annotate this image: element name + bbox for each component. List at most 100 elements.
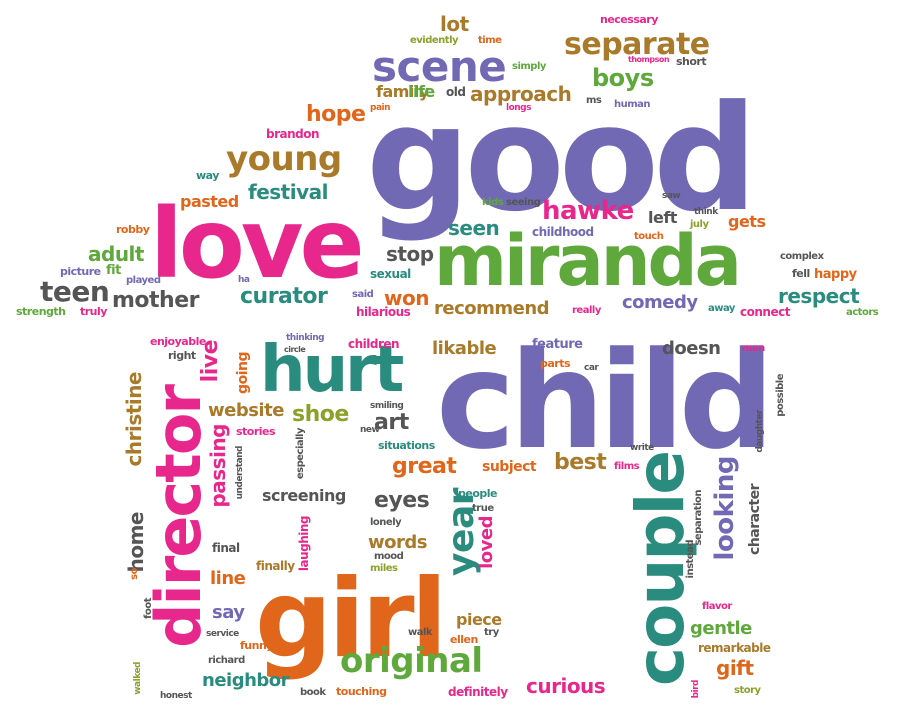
word-feature: feature (532, 337, 583, 352)
word-great: great (392, 454, 457, 479)
word-young: young (226, 139, 342, 179)
word-neighbor: neighbor (202, 670, 290, 691)
word-live: live (198, 340, 223, 383)
word-walked: walked (133, 662, 143, 695)
word-smiling: smiling (370, 401, 404, 411)
word-foot: foot (143, 598, 154, 619)
word-gentle: gentle (690, 618, 752, 639)
word-thompson: thompson (628, 55, 670, 64)
word-separate: separate (564, 27, 710, 62)
word-adult: adult (88, 242, 144, 266)
word-human: human (614, 99, 651, 110)
word-girl: girl (255, 557, 448, 682)
word-new: new (360, 425, 380, 435)
word-loved: loved (476, 516, 497, 569)
word-teen: teen (40, 275, 110, 308)
word-hope: hope (306, 102, 366, 127)
word-website: website (208, 400, 284, 421)
word-flavor: flavor (702, 601, 732, 612)
word-looking: looking (710, 456, 740, 561)
word-separation: separation (693, 490, 704, 546)
word-ms: ms (586, 95, 602, 106)
word-necessary: necessary (600, 13, 658, 26)
word-final: final (212, 541, 240, 555)
word-situations: situations (378, 439, 435, 452)
word-mother: mother (112, 288, 200, 313)
word-brandon: brandon (266, 127, 320, 141)
word-art: art (374, 410, 409, 435)
word-story: story (734, 685, 761, 696)
word-time: time (478, 35, 502, 46)
word-strength: strength (16, 305, 66, 318)
word-hawke: hawke (542, 196, 634, 226)
word-longs: longs (506, 103, 531, 113)
word-book: book (300, 687, 326, 698)
word-kids: kids (482, 197, 504, 208)
word-evidently: evidently (410, 35, 459, 46)
word-shoe: shoe (292, 402, 349, 427)
word-saw: saw (662, 191, 681, 201)
word-try: try (484, 627, 499, 638)
word-original: original (340, 641, 483, 681)
word-won: won (384, 286, 429, 310)
word-finally: finally (256, 559, 295, 573)
word-words: words (368, 532, 427, 553)
word-love: love (150, 188, 365, 300)
word-actors: actors (846, 307, 879, 318)
word-connect: connect (740, 305, 790, 319)
word-people: people (458, 487, 498, 500)
word-write: write (630, 443, 654, 453)
word-july: july (690, 219, 709, 230)
word-boys: boys (592, 64, 654, 92)
word-walk: walk (408, 627, 433, 638)
word-touching: touching (336, 685, 387, 698)
word-doesn: doesn (662, 338, 721, 359)
word-seen: seen (448, 216, 500, 240)
word-funny: funny (240, 639, 273, 652)
word-fell: fell (792, 267, 810, 280)
word-sexual: sexual (370, 267, 411, 281)
word-lonely: lonely (370, 517, 402, 528)
word-line: line (210, 568, 246, 589)
word-curious: curious (526, 674, 606, 698)
word-home: home (124, 512, 148, 573)
word-stories: stories (236, 425, 276, 438)
word-complex: complex (780, 251, 824, 262)
word-laughing: laughing (297, 516, 311, 572)
word-curator: curator (240, 284, 328, 309)
word-played: played (126, 275, 161, 286)
word-bird: bird (691, 680, 701, 699)
word-really: really (572, 305, 601, 316)
word-childhood: childhood (532, 225, 594, 239)
word-mood: mood (374, 551, 404, 562)
word-simply: simply (512, 61, 546, 72)
word-life: life (408, 82, 435, 101)
word-gift: gift (716, 656, 754, 680)
word-eyes: eyes (374, 488, 430, 513)
word-subject: subject (482, 459, 537, 475)
word-hurt: hurt (260, 333, 404, 407)
word-year: year (441, 488, 482, 576)
word-lot: lot (440, 12, 469, 36)
word-piece: piece (456, 610, 502, 629)
word-daughter: daughter (755, 410, 765, 453)
word-pain: pain (370, 103, 391, 113)
word-screening: screening (262, 486, 346, 505)
word-away: away (708, 303, 735, 314)
word-truly: truly (80, 305, 107, 318)
word-car: car (584, 363, 599, 373)
word-director: director (142, 386, 215, 648)
word-fit: fit (106, 263, 121, 278)
word-ha: ha (238, 275, 250, 285)
word-possible: possible (775, 374, 786, 417)
word-films: films (614, 461, 640, 472)
word-festival: festival (248, 180, 328, 204)
word-happy: happy (814, 267, 857, 282)
word-comedy: comedy (622, 292, 698, 313)
word-man: man (742, 343, 765, 354)
word-right: right (168, 349, 196, 362)
word-think: think (694, 207, 718, 217)
word-miranda: miranda (434, 220, 742, 302)
word-said: said (352, 289, 374, 300)
